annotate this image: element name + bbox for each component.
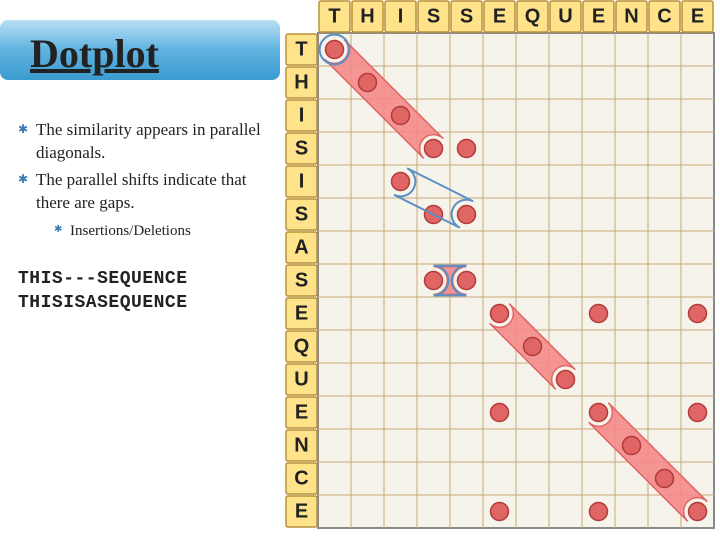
svg-text:H: H (360, 6, 374, 28)
slide-title: Dotplot (18, 10, 280, 77)
sub-bullet-list: Insertions/Deletions (54, 221, 280, 241)
svg-text:I: I (299, 171, 305, 193)
svg-text:S: S (427, 6, 440, 28)
svg-text:N: N (294, 435, 308, 457)
svg-text:U: U (294, 369, 308, 391)
svg-text:E: E (295, 501, 308, 523)
bullet-item: The similarity appears in parallel diago… (18, 119, 280, 165)
svg-text:H: H (294, 72, 308, 94)
svg-text:S: S (295, 204, 308, 226)
bullet-item: The parallel shifts indicate that there … (18, 169, 280, 241)
svg-text:Q: Q (294, 336, 310, 358)
dotplot-chart: THISSEQUENCETHISISASEQUENCE (285, 0, 718, 532)
bullet-list: The similarity appears in parallel diago… (18, 119, 280, 241)
dotplot-panel: THISSEQUENCETHISISASEQUENCE (285, 0, 720, 540)
sub-bullet-item: Insertions/Deletions (54, 221, 280, 241)
bullet-text: The similarity appears in parallel diago… (36, 120, 261, 162)
svg-text:S: S (460, 6, 473, 28)
svg-text:E: E (295, 402, 308, 424)
bullet-text: The parallel shifts indicate that there … (36, 170, 247, 212)
alignment-line1: THIS---SEQUENCE (18, 267, 280, 291)
svg-text:S: S (295, 138, 308, 160)
svg-text:A: A (294, 237, 308, 259)
svg-text:E: E (295, 303, 308, 325)
svg-text:T: T (295, 39, 307, 61)
svg-text:T: T (328, 6, 340, 28)
svg-text:I: I (398, 6, 404, 28)
svg-text:N: N (624, 6, 638, 28)
svg-text:C: C (294, 468, 308, 490)
svg-text:E: E (493, 6, 506, 28)
svg-text:U: U (558, 6, 572, 28)
svg-text:E: E (691, 6, 704, 28)
alignment-block: THIS---SEQUENCE THISISASEQUENCE (18, 267, 280, 316)
svg-text:I: I (299, 105, 305, 127)
sub-bullet-text: Insertions/Deletions (70, 223, 191, 239)
svg-text:S: S (295, 270, 308, 292)
svg-text:C: C (657, 6, 671, 28)
svg-text:Q: Q (525, 6, 541, 28)
alignment-line2: THISISASEQUENCE (18, 291, 280, 315)
svg-text:E: E (592, 6, 605, 28)
